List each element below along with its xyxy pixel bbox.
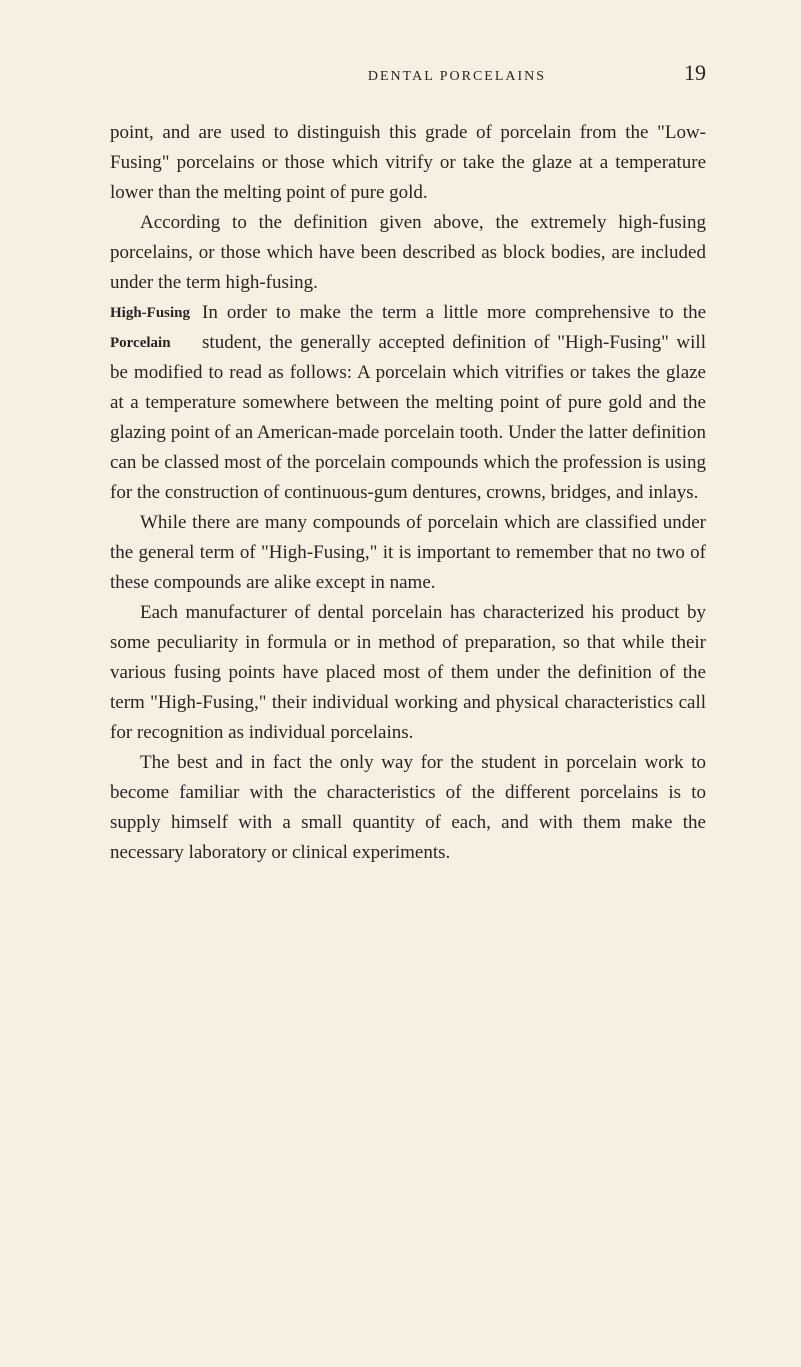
margin-heading: High-Fusing Porcelain (110, 298, 190, 358)
page-number: 19 (684, 60, 706, 86)
page-header: DENTAL PORCELAINS 19 (110, 60, 706, 86)
body-paragraph-2: According to the definition given above,… (110, 208, 706, 298)
body-paragraph-6: The best and in fact the only way for th… (110, 748, 706, 868)
body-paragraph-1: point, and are used to distinguish this … (110, 118, 706, 208)
body-paragraph-3-container: High-Fusing Porcelain In order to make t… (110, 298, 706, 508)
margin-heading-line1: High-Fusing (110, 298, 190, 328)
body-paragraph-5: Each manufacturer of dental porcelain ha… (110, 598, 706, 748)
body-paragraph-3: In order to make the term a little more … (110, 302, 706, 503)
header-title: DENTAL PORCELAINS (110, 69, 684, 85)
body-paragraph-4: While there are many compounds of porcel… (110, 508, 706, 598)
margin-heading-line2: Porcelain (110, 328, 190, 358)
